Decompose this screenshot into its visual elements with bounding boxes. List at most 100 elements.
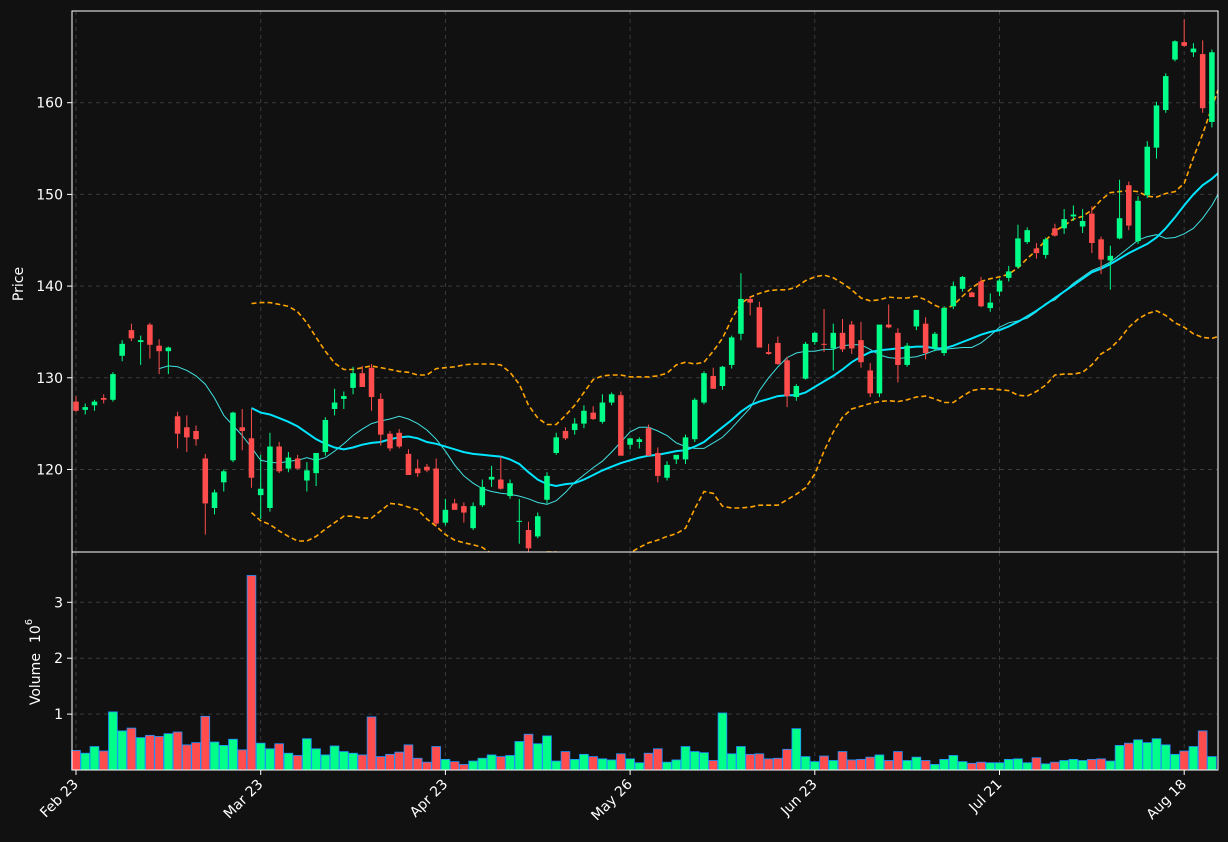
candle-body xyxy=(913,309,920,327)
volume-bar xyxy=(874,754,885,771)
candle-body xyxy=(516,520,523,522)
volume-bar xyxy=(182,744,192,771)
volume-bar xyxy=(486,754,497,771)
candle-body xyxy=(1135,200,1141,242)
candle-body xyxy=(765,352,772,354)
candle-body xyxy=(922,323,929,354)
candle-body xyxy=(128,330,135,339)
volume-axis-exponent: 6 xyxy=(24,619,35,625)
volume-bar xyxy=(865,756,875,771)
candle-body xyxy=(1209,52,1215,122)
candle-body xyxy=(267,446,273,508)
candles xyxy=(73,19,1215,552)
volume-bar xyxy=(911,756,922,771)
volume-bar xyxy=(662,761,672,771)
candle-body xyxy=(1107,255,1114,261)
volume-bar xyxy=(283,752,294,771)
candle-body xyxy=(858,340,864,363)
volume-bar xyxy=(634,762,645,771)
volume-bar xyxy=(569,758,580,771)
candle-body xyxy=(442,509,449,523)
volume-bar xyxy=(1096,758,1106,771)
volume-bar xyxy=(717,712,728,771)
candle-body xyxy=(802,343,809,379)
candle-body xyxy=(1061,219,1067,229)
candle-body xyxy=(359,373,366,387)
candle-body xyxy=(313,452,319,474)
volume-bar xyxy=(255,742,266,771)
candle-body xyxy=(248,438,255,478)
volume-bar xyxy=(689,751,700,771)
candle-body xyxy=(571,423,578,431)
candle-body xyxy=(655,452,661,476)
ma-slow-line xyxy=(251,171,1218,488)
volume-bar xyxy=(828,760,839,771)
candle-body xyxy=(1190,48,1197,53)
candle-body xyxy=(701,373,707,403)
candle-body xyxy=(839,332,846,350)
volume-bar xyxy=(745,753,755,771)
candle-body xyxy=(479,486,486,506)
volume-panel-frame xyxy=(71,551,1219,771)
candle-body xyxy=(137,340,144,343)
volume-bar xyxy=(551,760,562,771)
candle-body xyxy=(1079,220,1086,227)
volume-bar xyxy=(560,751,571,771)
candle-body xyxy=(812,332,818,343)
volume-bar xyxy=(699,752,709,771)
volume-bar xyxy=(846,759,857,771)
volume-bar xyxy=(108,711,118,771)
volume-bar xyxy=(653,748,663,771)
volume-bar xyxy=(976,761,986,771)
volume-bar xyxy=(422,761,432,771)
candle-body xyxy=(848,324,855,349)
price-tick-label: 120 xyxy=(36,462,63,478)
volume-bar xyxy=(1114,745,1125,771)
volume-bar xyxy=(930,764,940,771)
volume-tick-label: 3 xyxy=(54,595,63,611)
volume-bar xyxy=(163,733,174,771)
volume-bar xyxy=(265,748,275,771)
candle-body xyxy=(793,386,800,398)
candle-body xyxy=(331,402,338,409)
candle-body xyxy=(230,412,236,461)
volume-bar xyxy=(810,761,820,771)
volume-bar xyxy=(532,743,543,771)
candle-body xyxy=(110,374,116,400)
candle-body xyxy=(784,360,790,397)
volume-y-ticks: 1 2 3 xyxy=(54,595,72,723)
volume-bar xyxy=(496,756,506,771)
volume-bar xyxy=(348,752,358,771)
candle-body xyxy=(932,333,938,349)
volume-panel: 1 2 3 Volume106 xyxy=(24,551,1219,771)
volume-bar xyxy=(1133,739,1143,771)
candle-body xyxy=(304,470,310,481)
price-axis-label: Price xyxy=(11,267,27,301)
candle-body xyxy=(691,399,698,440)
volume-bar xyxy=(625,758,635,771)
candle-body xyxy=(368,367,375,398)
candle-body xyxy=(73,401,79,411)
candle-body xyxy=(350,373,356,388)
candle-body xyxy=(1042,239,1049,255)
candle-body xyxy=(1162,76,1169,111)
volume-grid xyxy=(72,552,1218,770)
volume-bar xyxy=(1013,758,1023,771)
volume-bar xyxy=(394,751,405,771)
volume-bar xyxy=(218,745,229,771)
candle-body xyxy=(645,428,652,456)
volume-bar xyxy=(708,760,719,771)
volume-bar xyxy=(274,743,284,771)
volume-bar xyxy=(228,738,238,771)
candle-body xyxy=(562,430,569,439)
candle-body xyxy=(719,366,726,387)
price-tick-label: 130 xyxy=(36,371,63,387)
candle-body xyxy=(294,458,301,469)
moving-averages xyxy=(158,171,1218,505)
volume-bar xyxy=(763,758,774,771)
candle-body xyxy=(1098,239,1104,260)
candle-body xyxy=(682,437,689,460)
volume-bar xyxy=(1179,750,1189,771)
